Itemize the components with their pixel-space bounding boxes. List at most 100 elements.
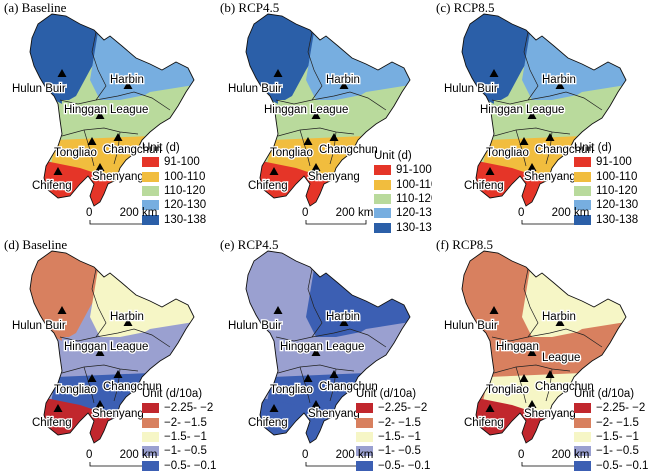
city-marker bbox=[269, 404, 279, 412]
scale-line bbox=[305, 220, 367, 225]
city-label: Shenyang bbox=[92, 171, 144, 183]
region-outline bbox=[461, 250, 627, 444]
city-label: Harbin bbox=[110, 74, 144, 86]
city-marker bbox=[311, 348, 321, 356]
legend-days: Unit (d) 91-100 100-110 110-120 120-130 … bbox=[142, 141, 206, 227]
city-marker bbox=[489, 306, 499, 314]
city-label: Hinggan League bbox=[64, 104, 148, 116]
city-label: Harbin bbox=[326, 311, 360, 323]
map-panel-a: (a) Baseline Hulun Buir Harbin Hinggan Lea… bbox=[0, 0, 216, 236]
legend-item: 120-130 bbox=[574, 198, 638, 212]
city-label: Hulun Buir bbox=[444, 320, 498, 332]
legend-swatch bbox=[374, 222, 391, 233]
city-marker bbox=[311, 111, 321, 119]
city-marker bbox=[555, 318, 565, 326]
legend-swatch bbox=[142, 185, 159, 196]
city-marker bbox=[273, 69, 283, 77]
province-border bbox=[83, 366, 95, 404]
city-label: Chifeng bbox=[248, 417, 288, 429]
legend-swatch bbox=[142, 460, 159, 471]
legend-days: Unit (d) 91-100 100-110 110-120 120-130 … bbox=[574, 141, 638, 227]
legend-item: 91-100 bbox=[142, 155, 206, 169]
city-label: Harbin bbox=[110, 311, 144, 323]
city-label: Chifeng bbox=[32, 417, 72, 429]
province-border bbox=[299, 366, 311, 404]
legend-title: Unit (d) bbox=[374, 150, 412, 162]
legend-item: −2.25- −2 bbox=[356, 401, 430, 415]
scale-line bbox=[521, 220, 583, 225]
legend-item: −1- −0.5 bbox=[356, 444, 430, 458]
city-label: Tongliao bbox=[486, 147, 529, 159]
legend-swatch bbox=[574, 431, 591, 442]
legend-swatch bbox=[374, 179, 391, 190]
city-label: Changchun bbox=[103, 381, 162, 393]
scale-bar: 0 200 km bbox=[518, 207, 590, 219]
legend-item: −2.25- −2 bbox=[574, 401, 648, 415]
legend-swatch bbox=[142, 214, 159, 225]
province-border bbox=[91, 268, 107, 338]
legend-swatch bbox=[574, 446, 591, 457]
city-label: Shenyang bbox=[524, 171, 576, 183]
legend-item: −2.25- −2 bbox=[142, 401, 216, 415]
city-label: Shenyang bbox=[524, 408, 576, 420]
legend-item: −2- −1.5 bbox=[356, 415, 430, 429]
city-label: Hinggan bbox=[496, 341, 539, 353]
province-border bbox=[91, 31, 107, 101]
map-c: Hulun Buir Harbin Hinggan League Changchun T… bbox=[443, 13, 627, 225]
zone-fill bbox=[30, 14, 110, 104]
legend-item: 110-120 bbox=[374, 192, 432, 206]
map-f: Hulun Buir Harbin Hinggan Changchun Tongliao… bbox=[443, 250, 627, 467]
map-panel-e: (e) RCP4.5 Hulun Buir Harbin Hinggan Leagu… bbox=[216, 237, 432, 473]
scale-bar: 0 200 km bbox=[302, 449, 374, 461]
legend-trend: Unit (d/10a) −2.25- −2 −2- −1.5 −1.5- −1… bbox=[142, 387, 216, 473]
scale-line bbox=[89, 220, 151, 225]
legend-swatch bbox=[142, 171, 159, 182]
city-label: Chifeng bbox=[464, 417, 504, 429]
province-border bbox=[275, 91, 387, 111]
city-marker bbox=[339, 318, 349, 326]
province-border bbox=[83, 129, 95, 167]
province-border bbox=[491, 328, 603, 348]
city-marker bbox=[545, 370, 555, 378]
legend-item: 130-138 bbox=[142, 213, 206, 227]
legend-item: −2- −1.5 bbox=[574, 415, 648, 429]
panel-title: (f) RCP8.5 bbox=[436, 237, 494, 252]
province-border bbox=[299, 129, 311, 167]
legend-item: −1.5- −1 bbox=[574, 430, 648, 444]
city-marker bbox=[545, 133, 555, 141]
legend-title: Unit (d) bbox=[142, 142, 180, 154]
legend-swatch bbox=[356, 460, 373, 471]
province-border bbox=[275, 328, 387, 348]
city-label: Tongliao bbox=[486, 384, 529, 396]
city-marker bbox=[87, 374, 97, 382]
scale-bar: 0 200 km bbox=[302, 207, 374, 219]
map-panel-b: (b) RCP4.5 Hulun Buir Harbin Hinggan Leagu… bbox=[216, 0, 432, 236]
city-marker bbox=[113, 133, 123, 141]
city-label: Hulun Buir bbox=[228, 83, 282, 95]
legend-days: Unit (d) 91-100 100-110 110-120 120-130 … bbox=[374, 149, 432, 235]
legend-swatch bbox=[142, 200, 159, 211]
city-marker bbox=[95, 400, 105, 408]
city-label: Hulun Buir bbox=[12, 83, 66, 95]
zone-fill bbox=[30, 251, 110, 341]
zone-fill bbox=[246, 14, 326, 104]
map-panel-f: (f) RCP8.5 Hulun Buir Harbin Hinggan Changc… bbox=[432, 237, 648, 473]
city-marker bbox=[57, 69, 67, 77]
city-marker bbox=[57, 306, 67, 314]
city-label: League bbox=[542, 352, 580, 364]
city-label: Changchun bbox=[103, 144, 162, 156]
province-border bbox=[515, 366, 527, 404]
legend-title: Unit (d/10a) bbox=[574, 388, 635, 400]
city-label: Chifeng bbox=[32, 180, 72, 192]
city-marker bbox=[329, 370, 339, 378]
city-label: Tongliao bbox=[270, 384, 313, 396]
city-marker bbox=[527, 111, 537, 119]
region-outline bbox=[29, 13, 195, 207]
city-label: Tongliao bbox=[270, 147, 313, 159]
city-marker bbox=[123, 318, 133, 326]
city-label: Hinggan League bbox=[264, 104, 348, 116]
legend-swatch bbox=[574, 200, 591, 211]
province-border bbox=[277, 127, 355, 137]
scale-bar: 0 200 km bbox=[518, 449, 590, 461]
legend-title: Unit (d/10a) bbox=[142, 388, 203, 400]
